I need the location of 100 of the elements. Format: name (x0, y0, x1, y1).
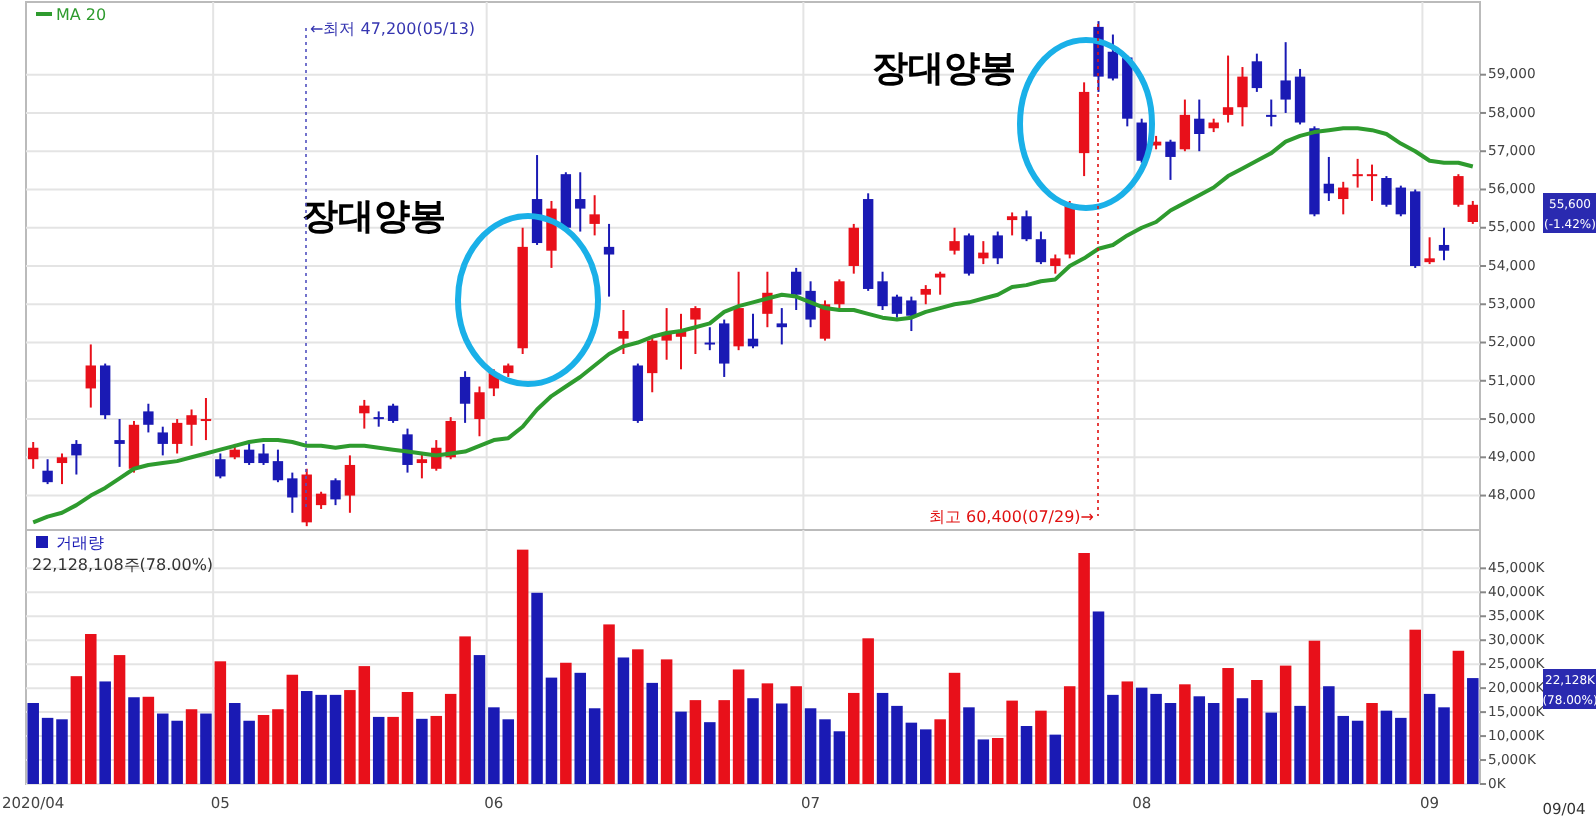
candlestick (1366, 163, 1378, 202)
candlestick (387, 402, 399, 424)
candlestick (1294, 67, 1306, 126)
candlestick (920, 284, 931, 306)
bar (1035, 710, 1047, 784)
candlestick (603, 222, 615, 298)
candlestick (647, 335, 658, 394)
candlestick (1237, 66, 1248, 128)
annotation: 22,128,108주(78.00%) (32, 556, 214, 574)
candlestick (906, 295, 917, 333)
line-series (31, 126, 1475, 525)
bar (113, 655, 126, 784)
bar (617, 657, 630, 784)
bar (516, 549, 529, 784)
candlestick (114, 418, 125, 468)
candlestick (877, 270, 888, 311)
candlestick (690, 305, 701, 355)
bar (1279, 665, 1292, 784)
candlestick (330, 477, 341, 507)
bar (185, 709, 198, 784)
bar (1265, 712, 1278, 784)
candlestick (243, 442, 255, 466)
candlestick (143, 402, 154, 434)
annotation: 최고 60,400(07/29)→ (928, 508, 1095, 526)
bar (1121, 681, 1134, 784)
candlestick (200, 397, 212, 442)
candlestick (949, 226, 960, 256)
candlestick (704, 326, 716, 352)
candlestick (1323, 155, 1335, 202)
bar (99, 681, 111, 784)
candlestick (575, 171, 586, 233)
candlestick (1352, 157, 1363, 189)
bar (704, 722, 716, 784)
bar (1020, 726, 1033, 784)
candlestick (272, 448, 284, 484)
candlestick (719, 318, 730, 378)
candlestick (790, 266, 802, 311)
bar (1236, 698, 1249, 784)
candlestick (186, 408, 197, 447)
candlestick (474, 385, 485, 438)
candlestick (1107, 33, 1119, 82)
candlestick (1438, 226, 1450, 262)
candlestick (1194, 98, 1205, 153)
candlestick (978, 240, 989, 266)
annotation: 장대양봉 (302, 196, 446, 238)
candlestick (1381, 175, 1392, 208)
bar (214, 661, 227, 784)
bar (660, 659, 673, 784)
candlestick (359, 398, 370, 430)
candlestick (1251, 52, 1263, 93)
bar (776, 703, 788, 784)
candlestick (1006, 211, 1018, 237)
annotation: 장대양봉 (872, 48, 1016, 90)
bar (1222, 668, 1234, 784)
bar (790, 686, 802, 784)
bar (1308, 640, 1321, 784)
candlestick (445, 416, 456, 461)
candlestick (157, 425, 168, 457)
candlestick (891, 293, 903, 319)
candlestick (963, 232, 975, 277)
bar (1251, 680, 1263, 784)
candlestick (1424, 236, 1435, 266)
candlestick (373, 410, 384, 428)
candlestick (258, 442, 269, 466)
legend: 거래량 (36, 534, 104, 552)
candlestick (834, 278, 845, 310)
annotation: ←최저 47,200(05/13) (310, 20, 476, 38)
candlestick (992, 230, 1003, 266)
candlestick (85, 343, 96, 409)
candlestick (1266, 98, 1277, 128)
candlestick (344, 454, 356, 514)
candlestick (128, 419, 140, 474)
candlestick (733, 270, 744, 352)
candlestick (1467, 199, 1478, 225)
candlestick (848, 222, 859, 275)
candlestick (28, 441, 39, 470)
candlestick (42, 458, 53, 486)
candlestick (1035, 230, 1047, 266)
bar (560, 662, 572, 784)
bar (632, 649, 644, 784)
legend-label: MA 20 (56, 6, 107, 24)
legend-label: 거래량 (56, 534, 104, 552)
candlestick (1395, 184, 1407, 218)
bar (1294, 705, 1306, 784)
bar (1452, 650, 1465, 784)
bar (1049, 734, 1062, 784)
candlestick (1338, 180, 1349, 216)
bar (675, 711, 687, 784)
bar (128, 697, 140, 784)
candlestick (459, 370, 471, 424)
candlestick (776, 307, 787, 346)
bar (200, 713, 212, 784)
bar (416, 718, 428, 784)
candlestick (215, 452, 226, 480)
bar (689, 700, 702, 784)
candlestick (1453, 173, 1464, 208)
candlestick (1280, 41, 1291, 114)
candlestick (1136, 117, 1147, 164)
candlestick (1165, 138, 1176, 181)
legend: MA 20 (36, 6, 107, 24)
